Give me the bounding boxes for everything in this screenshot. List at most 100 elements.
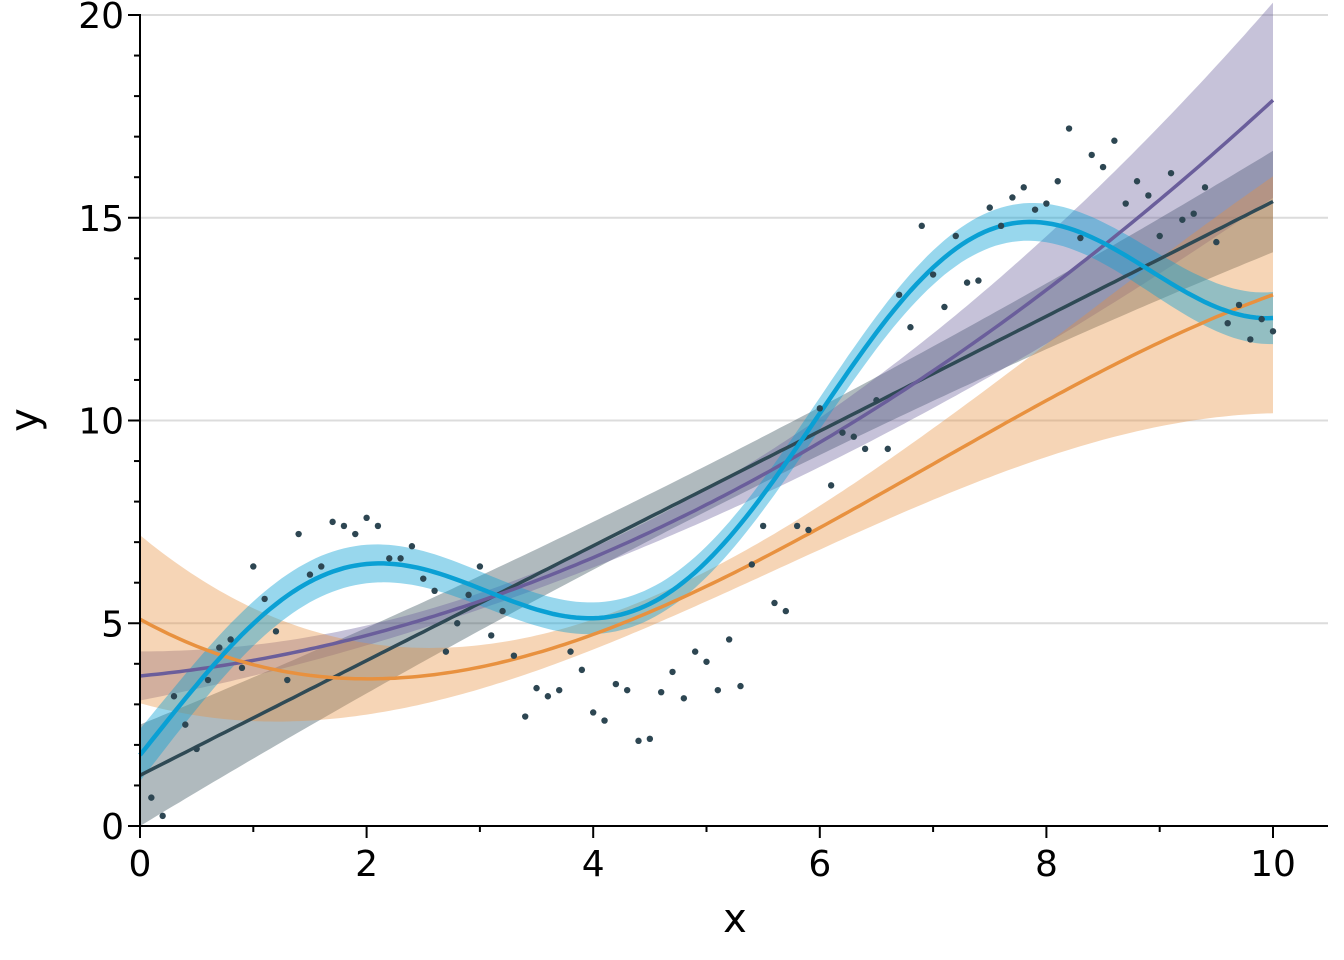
x-tick-label: 0 [129,844,152,885]
data-point [805,526,812,534]
axes [128,14,1328,838]
data-point [963,279,971,286]
data-point [250,563,257,570]
data-point [578,666,586,674]
data-point [1269,328,1277,335]
data-point [952,232,959,240]
x-tick-label: 4 [582,844,605,885]
data-point [510,652,518,659]
data-point [318,563,325,570]
data-point [861,445,869,453]
data-point [1258,315,1265,323]
data-point [1077,234,1084,242]
x-tick-label: 6 [808,844,831,885]
line-linear [139,199,1274,777]
data-point [488,632,495,639]
data-point [646,735,654,743]
line-cubic [139,293,1274,681]
y-tick-label: 5 [101,604,124,645]
line-sine [138,219,1274,757]
data-point [556,686,563,694]
data-point [827,482,835,489]
data-point [1133,178,1141,185]
data-point [374,522,382,530]
x-tick-label: 8 [1035,844,1058,885]
data-point [306,571,314,578]
data-point [1020,184,1027,191]
data-point [771,599,778,607]
fit-lines [138,98,1275,777]
data-point [612,680,620,688]
grid-lines [140,14,1328,625]
data-point [623,686,631,694]
data-point [420,575,427,582]
data-points [148,125,1277,820]
data-point [272,628,280,635]
data-point [1235,301,1243,309]
data-point [522,713,529,720]
data-point [499,607,506,615]
data-point [703,658,710,665]
data-point [1111,137,1118,144]
y-axis-label: y [2,408,48,432]
data-point [669,668,676,676]
data-point [691,648,699,655]
data-point [431,587,438,595]
data-point [340,522,348,530]
data-point [680,695,688,702]
data-point [227,636,234,643]
data-point [975,277,982,284]
y-tick-label: 10 [78,402,124,443]
data-point [737,682,744,690]
data-point [1122,200,1129,207]
data-point [1043,200,1050,207]
data-point [941,303,948,311]
data-point [986,204,993,211]
data-point [816,405,823,412]
data-point [442,648,450,655]
data-point [1247,336,1254,343]
data-point [884,445,891,453]
data-point [918,222,925,230]
x-tick-label: 2 [355,844,378,885]
data-point [1179,216,1186,223]
data-point [1031,206,1039,213]
data-point [1201,184,1209,191]
y-tick-label: 0 [101,807,124,848]
data-point [454,620,461,627]
band-cubic [140,176,1273,722]
data-point [329,518,336,526]
data-point [386,555,393,562]
data-point [1099,163,1107,171]
data-point [793,522,801,530]
data-point [397,555,404,562]
data-point [1167,169,1175,177]
data-point [895,291,903,298]
data-point [635,737,642,745]
data-point [1213,238,1220,246]
data-point [408,543,416,550]
line-quadratic [139,98,1275,678]
data-point [148,794,155,801]
data-point [748,561,756,568]
data-point [465,591,472,599]
data-point [352,530,359,538]
data-point [216,644,223,651]
data-point [261,595,268,603]
data-point [284,676,291,684]
data-point [363,514,370,522]
data-point [1009,194,1016,201]
data-point [567,648,574,655]
data-point [238,664,246,672]
data-point [544,693,552,700]
data-point [1190,210,1197,217]
y-tick-label: 20 [78,0,124,37]
data-point [590,709,597,716]
x-tick-label: 10 [1250,844,1296,885]
data-point [907,324,914,331]
data-point [1065,125,1073,132]
data-point [873,397,880,404]
data-point [601,717,608,724]
data-point [1088,151,1095,159]
